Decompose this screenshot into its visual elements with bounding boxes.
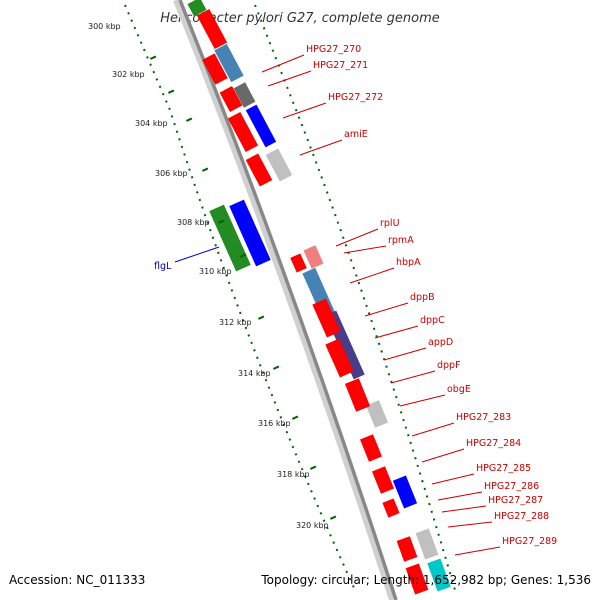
gene-label: HPG27_284 (466, 438, 521, 449)
feature-block-19 (372, 466, 394, 494)
tick-label: 302 kbp (112, 70, 145, 79)
tick-label: 312 kbp (219, 318, 252, 327)
gene-label-leader (437, 491, 483, 501)
tick-mark (291, 415, 299, 420)
gene-label: HPG27_285 (476, 463, 531, 474)
feature-block-7 (265, 148, 293, 182)
gene-label: dppF (437, 360, 461, 371)
feature-block-22 (396, 536, 418, 562)
gene-label: HPG27_289 (502, 536, 557, 547)
feature-block-6 (227, 111, 259, 153)
gene-label: HPG27_271 (313, 60, 368, 71)
gene-label: appD (428, 337, 453, 348)
tick-label: 306 kbp (155, 169, 188, 178)
tick-mark (150, 55, 157, 60)
gene-label-leader (261, 54, 305, 73)
feature-block-13 (312, 298, 341, 338)
gene-label: obgE (447, 384, 471, 395)
feature-block-0 (196, 8, 228, 50)
gene-label-leader (421, 448, 465, 463)
label-leaders (174, 54, 501, 556)
tick-mark (273, 365, 280, 370)
feature-block-10 (290, 253, 307, 273)
flgL-adjacent-gene (229, 199, 271, 267)
feature-block-2 (202, 53, 228, 85)
gene-label-leader (343, 245, 387, 254)
gene-label: HPG27_286 (484, 481, 539, 492)
gene-label: amiE (344, 129, 368, 140)
gene-label-leader (411, 422, 455, 437)
gene-label-leader (364, 302, 409, 317)
gene-label-leader (299, 139, 343, 156)
feature-block-15 (366, 400, 388, 428)
gene-label-leader (349, 267, 395, 284)
tick-mark (168, 89, 175, 94)
tick-mark (186, 117, 193, 122)
gene-label-leader (454, 546, 501, 556)
gene-label: HPG27_283 (456, 412, 511, 423)
feature-block-24 (405, 563, 429, 595)
gene-label-leader (374, 325, 419, 339)
gene-label-leader (282, 102, 327, 119)
genome-backbone (178, 0, 398, 600)
gene-label-leader (267, 70, 312, 87)
gene-label: hbpA (396, 257, 421, 268)
tick-label: 304 kbp (135, 119, 168, 128)
tick-mark (218, 219, 225, 224)
tick-label: 310 kbp (199, 267, 232, 276)
gene-label-leader (399, 394, 446, 407)
tick-mark (310, 465, 317, 470)
genome-backbone-shadow (173, 0, 395, 600)
gene-label-leader (383, 347, 427, 361)
gene-label: HPG27_270 (306, 44, 361, 55)
accession-text: Accession: NC_011333 (9, 573, 146, 587)
tick-label: 308 kbp (177, 218, 210, 227)
gene-label-leader (447, 521, 493, 528)
tick-label: 300 kbp (88, 22, 121, 31)
feature-block-21 (415, 528, 439, 560)
tick-labels: 300 kbp 302 kbp 304 kbp 306 kbp 308 kbp 310 k… (88, 22, 337, 530)
tick-mark (240, 253, 247, 258)
tick-mark (329, 515, 337, 520)
tick-mark (201, 167, 209, 172)
gene-label: dppB (410, 292, 435, 303)
feature-block-14 (325, 338, 354, 378)
gene-label-leader (390, 370, 436, 384)
gene-label-leader (441, 505, 487, 513)
feature-block-3 (233, 82, 256, 108)
feature-block-5 (245, 104, 277, 148)
feature-block-23 (427, 558, 451, 592)
tick-label: 320 kbp (296, 521, 329, 530)
gene-label: HPG27_288 (494, 511, 549, 522)
gene-label: HPG27_287 (488, 495, 543, 506)
tick-label: 318 kbp (277, 470, 310, 479)
feature-block-4 (219, 86, 243, 112)
gene-label: rplU (380, 218, 400, 229)
feature-block-9 (303, 245, 324, 269)
gene-label-leader (335, 228, 379, 247)
tick-label: 316 kbp (258, 419, 291, 428)
gene-label-left: flgL (154, 261, 172, 272)
feature-block-17 (360, 434, 382, 462)
gene-label: HPG27_272 (328, 92, 383, 103)
feature-block-20 (382, 498, 400, 518)
gene-labels: HPG27_270 HPG27_271 HPG27_272 amiE rplU rpmA h… (154, 44, 557, 547)
tick-label: 314 kbp (238, 369, 271, 378)
feature-block-8 (245, 153, 273, 187)
tick-mark (258, 315, 265, 320)
gene-label-leader (431, 473, 475, 485)
genome-info-text: Topology: circular; Length: 1,652,982 bp… (261, 573, 591, 587)
feature-block-18 (392, 475, 418, 509)
gene-label: rpmA (388, 235, 414, 246)
gene-label: dppC (420, 315, 445, 326)
gene-label-leader-left (174, 246, 220, 263)
map-title: Helicobacter pylori G27, complete genome (160, 11, 439, 26)
feature-block-25 (187, 0, 207, 17)
feature-block-16 (344, 378, 371, 412)
feature-block-1 (214, 43, 244, 83)
